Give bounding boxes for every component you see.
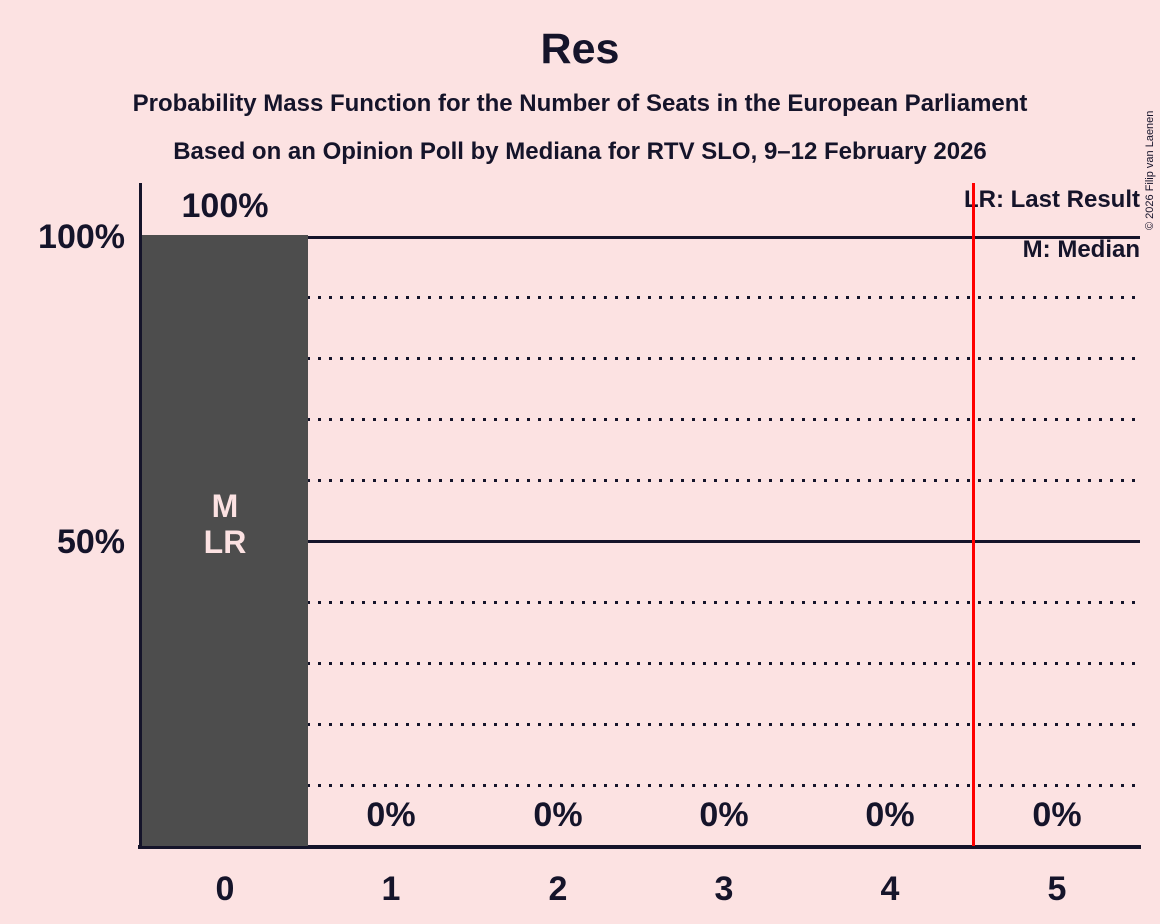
gridline-dotted-40pct [142, 601, 1140, 604]
gridline-dotted-80pct [142, 357, 1140, 360]
x-tick-label-5: 5 [1047, 870, 1067, 908]
red-threshold-line [972, 183, 975, 846]
gridline-solid-50pct [142, 540, 1140, 543]
y-tick-label-100pct: 100% [38, 218, 125, 256]
legend-median: M: Median [1022, 236, 1140, 263]
copyright-notice: © 2026 Filip van Laenen [1144, 110, 1156, 230]
gridline-dotted-70pct [142, 418, 1140, 421]
value-label-seats-5: 0% [1032, 796, 1082, 834]
chart-subtitle-line1: Probability Mass Function for the Number… [132, 90, 1028, 117]
chart-subtitle-line2: Based on an Opinion Poll by Mediana for … [173, 138, 987, 165]
plot-area: 100% M LR 0% 0% 0% 0% 0% [142, 183, 1140, 846]
value-label-seats-4: 0% [865, 796, 915, 834]
bar-annotation-line: LR [203, 524, 247, 560]
gridline-dotted-20pct [142, 723, 1140, 726]
x-tick-label-0: 0 [215, 870, 235, 908]
value-label-seats-2: 0% [533, 796, 583, 834]
bar-annotation-line: M [211, 488, 239, 524]
legend-last-result: LR: Last Result [963, 186, 1140, 213]
y-tick-label-50pct: 50% [56, 523, 125, 561]
value-label-seats-3: 0% [699, 796, 749, 834]
x-tick-label-1: 1 [381, 870, 401, 908]
y-axis-line [139, 183, 142, 849]
chart-title: Res [540, 25, 620, 73]
bar-annotation-seats-0: M LR [142, 488, 308, 560]
x-tick-label-2: 2 [548, 870, 568, 908]
gridline-dotted-60pct [142, 479, 1140, 482]
bar-seats-0 [142, 235, 308, 846]
gridline-dotted-30pct [142, 662, 1140, 665]
x-tick-label-4: 4 [880, 870, 900, 908]
gridline-solid-100pct [142, 236, 1140, 239]
x-axis-line [138, 845, 1141, 849]
x-tick-label-3: 3 [714, 870, 734, 908]
gridline-dotted-90pct [142, 296, 1140, 299]
value-label-seats-1: 0% [366, 796, 416, 834]
gridline-dotted-10pct [142, 784, 1140, 787]
value-label-seats-0: 100% [181, 187, 269, 225]
